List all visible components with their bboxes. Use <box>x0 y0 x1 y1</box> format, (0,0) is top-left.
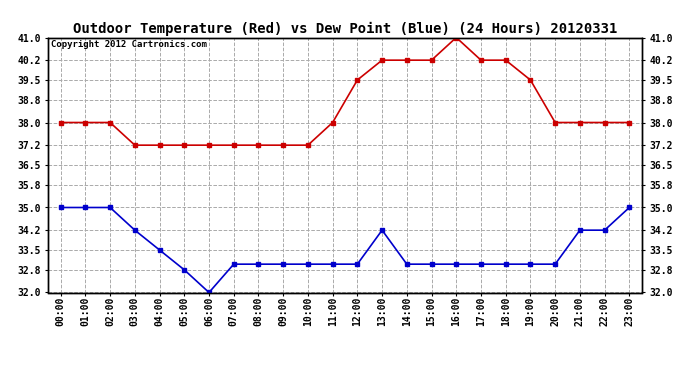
Text: Copyright 2012 Cartronics.com: Copyright 2012 Cartronics.com <box>51 40 207 49</box>
Title: Outdoor Temperature (Red) vs Dew Point (Blue) (24 Hours) 20120331: Outdoor Temperature (Red) vs Dew Point (… <box>73 22 617 36</box>
